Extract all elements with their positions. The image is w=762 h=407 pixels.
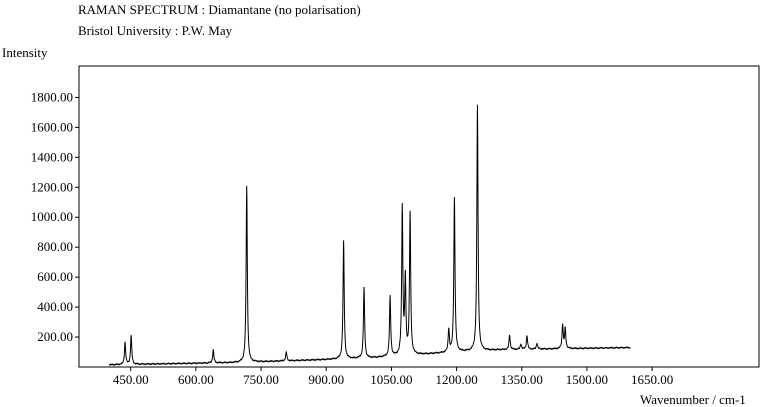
plot-frame bbox=[78, 65, 760, 368]
chart-title: RAMAN SPECTRUM : Diamantane (no polarisa… bbox=[78, 2, 361, 17]
x-tick-label: 1500.00 bbox=[566, 372, 608, 387]
y-tick-label: 400.00 bbox=[37, 299, 73, 314]
y-tick-label: 1400.00 bbox=[31, 149, 73, 164]
x-tick-label: 900.00 bbox=[308, 372, 344, 387]
x-tick-label: 450.00 bbox=[113, 372, 149, 387]
y-tick-label: 1000.00 bbox=[31, 209, 73, 224]
y-tick-label: 1600.00 bbox=[31, 119, 73, 134]
y-tick-label: 1800.00 bbox=[31, 89, 73, 104]
chart-subtitle: Bristol University : P.W. May bbox=[78, 23, 233, 38]
y-tick-label: 1200.00 bbox=[31, 179, 73, 194]
x-tick-label: 1050.00 bbox=[370, 372, 412, 387]
y-tick-label: 800.00 bbox=[37, 239, 73, 254]
x-tick-label: 1200.00 bbox=[435, 372, 477, 387]
x-tick-label: 600.00 bbox=[178, 372, 214, 387]
y-tick-label: 200.00 bbox=[37, 329, 73, 344]
y-tick-label: 600.00 bbox=[37, 269, 73, 284]
x-tick-label: 1350.00 bbox=[501, 372, 543, 387]
y-axis-label: Intensity bbox=[2, 45, 48, 60]
y-axis-ticks: 200.00 400.00 600.00 800.00 1000.00 1200.00 14… bbox=[31, 89, 79, 344]
x-tick-label: 1650.00 bbox=[631, 372, 673, 387]
x-axis-label: Wavenumber / cm-1 bbox=[640, 392, 746, 407]
spectrum-line bbox=[108, 104, 631, 366]
x-axis-ticks: 450.00 600.00 750.00 900.00 1050.00 1200.00 13… bbox=[113, 367, 673, 387]
x-tick-label: 750.00 bbox=[243, 372, 279, 387]
